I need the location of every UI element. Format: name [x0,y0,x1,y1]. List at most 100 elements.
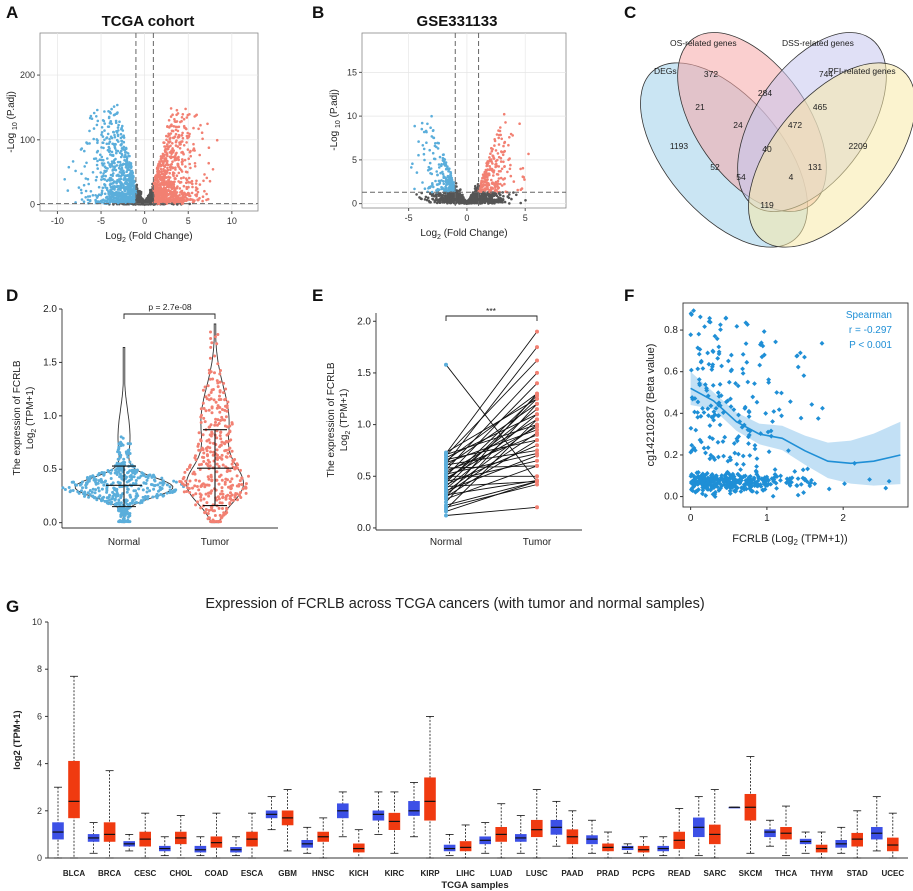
violin-point [146,486,149,490]
volcano-point [165,172,168,175]
violin-point [125,499,129,503]
volcano-point [96,167,99,170]
volcano-point [425,141,428,144]
volcano-point [490,167,494,171]
volcano-point [115,112,119,115]
volcano-point [103,192,107,196]
violin-point [117,509,120,512]
volcano-point [173,200,177,203]
volcano-point [102,177,105,181]
violin-point [123,520,126,524]
volcano-point [493,144,496,147]
volcano-point [185,187,189,190]
volcano-point [170,149,174,152]
volcano-point [125,198,129,201]
violin-point [110,468,114,472]
violin-point [152,487,156,491]
volcano-point [524,199,527,202]
volcano-point [495,162,498,166]
volcano-point [122,194,126,197]
violin-point [220,453,224,457]
violin-point [223,449,227,453]
venn-region-value: 472 [788,120,802,130]
volcano-point [415,193,418,196]
volcano-point [80,191,83,195]
volcano-point [193,165,197,168]
volcano-point [180,116,184,119]
volcano-point [173,177,177,180]
volcano-point [194,182,198,185]
volcano-point [436,173,439,177]
volcano-point [455,193,459,196]
volcano-point [95,163,99,167]
panel-label-d: D [6,286,18,305]
volcano-point [195,194,198,198]
volcano-point [497,165,501,168]
violin-point [161,494,165,498]
volcano-point [200,131,204,134]
volcano-point [120,139,124,143]
volcano-point [426,122,429,126]
volcano-point [154,194,157,197]
volcano-point [124,151,127,154]
x-tick-label: -10 [51,216,64,226]
volcano-point [496,152,500,155]
volcano-point [170,184,173,188]
volcano-point [160,163,164,167]
volcano-point [497,136,501,140]
violin-point [228,430,232,434]
violin-point [119,496,123,500]
violin-point [193,484,197,488]
volcano-point [160,172,164,175]
volcano-point [108,140,112,144]
volcano-point [181,158,184,161]
volcano-point [99,153,102,157]
volcano-point [501,198,505,201]
volcano-point [89,190,93,193]
volcano-point [116,126,120,129]
violin-point [122,514,126,518]
volcano-point [184,107,187,111]
volcano-point [490,160,493,163]
violin-point [83,494,86,498]
volcano-point [156,202,160,205]
volcano-point [116,201,120,205]
volcano-point [179,177,183,180]
volcano-point [108,163,111,167]
volcano-point [104,199,107,202]
volcano-point [494,165,497,169]
violin-point [76,490,80,494]
volcano-point [107,125,111,128]
volcano-point [186,131,189,135]
volcano-point [168,182,172,185]
violin-point [125,452,129,456]
volcano-point [91,194,95,197]
violin-point [90,490,94,494]
volcano-point [211,168,215,171]
volcano-point [442,182,446,186]
volcano-point [495,133,499,136]
volcano-point [126,152,130,155]
violin-point [149,483,153,486]
venn-region-value: 119 [760,200,774,210]
volcano-point [512,180,516,183]
volcano-point [119,155,123,159]
volcano-point [492,194,496,197]
panel-label-b: B [312,3,324,22]
violin-point [112,486,116,490]
volcano-point [108,194,111,197]
volcano-point [109,185,113,189]
violin-point [139,474,143,478]
volcano-point [181,150,184,154]
violin-point [85,476,89,480]
volcano-point [128,165,131,169]
violin-point [146,497,150,501]
violin-point [100,479,103,483]
volcano-point [440,187,444,191]
volcano-point [206,197,210,201]
volcano-point [497,177,501,180]
volcano-point [423,158,426,162]
volcano-point [86,195,90,198]
volcano-point [169,115,173,118]
violin-point [207,425,211,429]
